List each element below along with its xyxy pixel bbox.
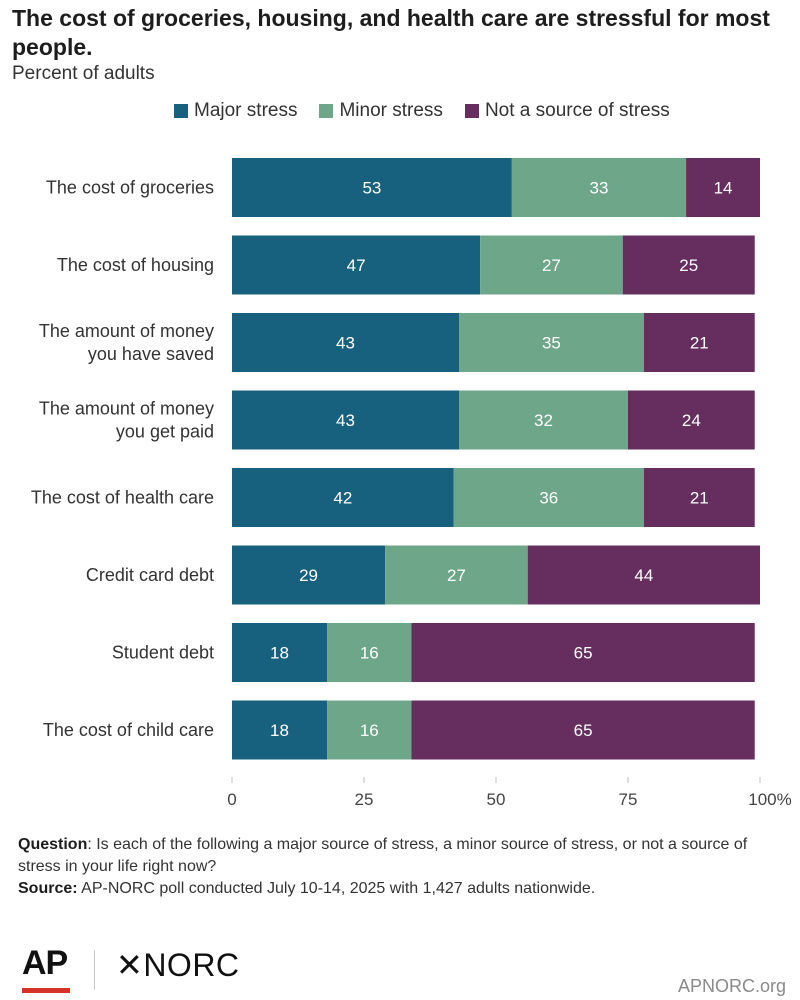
legend-swatch-major <box>174 104 188 118</box>
bar-the-amount-of-money-you-get-paid-major-stress <box>232 390 460 450</box>
footer-notes: Question: Is each of the following a maj… <box>18 834 788 900</box>
bar-student-debt-major-stress <box>232 623 328 682</box>
data-label-the-cost-of-health-care-not-a-source-of-stress: 21 <box>690 489 709 508</box>
chart-subtitle: Percent of adults <box>12 63 155 84</box>
data-label-student-debt-not-a-source-of-stress: 65 <box>574 644 593 663</box>
bar-the-cost-of-health-care-not-a-source-of-stress <box>643 468 755 527</box>
bar-the-cost-of-health-care-minor-stress <box>453 468 644 527</box>
question-note: Question: Is each of the following a maj… <box>18 834 788 878</box>
data-label-the-cost-of-housing-not-a-source-of-stress: 25 <box>679 256 698 275</box>
data-label-the-cost-of-child-care-not-a-source-of-stress: 65 <box>574 721 593 740</box>
category-label-the-cost-of-housing: The cost of housing <box>57 255 214 275</box>
bar-credit-card-debt-not-a-source-of-stress <box>527 545 760 605</box>
stacked-bar-chart: The cost of groceries 53 33 14 The cost of h… <box>31 158 792 809</box>
ap-logo-underline <box>22 988 70 993</box>
data-label-the-amount-of-money-you-get-paid-major-stress: 43 <box>336 411 355 430</box>
logo-divider <box>94 950 95 990</box>
category-label-credit-card-debt: Credit card debt <box>86 565 214 585</box>
norc-logo: ✕NORC <box>116 947 240 983</box>
category-label-the-cost-of-child-care: The cost of child care <box>43 720 214 740</box>
bar-the-cost-of-child-care-not-a-source-of-stress <box>411 700 755 760</box>
bar-the-amount-of-money-you-get-paid-minor-stress <box>459 390 628 450</box>
bar-the-cost-of-child-care-major-stress <box>232 700 328 760</box>
bar-the-cost-of-housing-not-a-source-of-stress <box>622 235 755 295</box>
bar-the-cost-of-groceries-minor-stress <box>511 158 687 217</box>
data-label-the-amount-of-money-you-get-paid-not-a-source-of-stress: 24 <box>682 411 701 430</box>
category-label-the-cost-of-groceries: The cost of groceries <box>46 178 214 198</box>
legend-item-major: Major stress <box>174 100 297 122</box>
data-label-the-cost-of-groceries-minor-stress: 33 <box>589 179 608 198</box>
x-tick-label-50: 50 <box>487 790 506 809</box>
data-label-student-debt-major-stress: 18 <box>270 644 289 663</box>
legend-label-minor: Minor stress <box>339 100 443 121</box>
bar-the-amount-of-money-you-get-paid-not-a-source-of-stress <box>628 390 755 450</box>
bar-credit-card-debt-major-stress <box>232 545 386 605</box>
bar-the-cost-of-child-care-minor-stress <box>327 700 412 760</box>
data-label-the-amount-of-money-you-have-saved-major-stress: 43 <box>336 334 355 353</box>
source-text: AP-NORC poll conducted July 10-14, 2025 … <box>77 880 596 897</box>
x-tick-label-100: 100% <box>748 790 791 809</box>
bar-the-cost-of-health-care-major-stress <box>232 468 454 527</box>
category-label-the-amount-of-money-you-have-saved-line2: you have saved <box>88 344 214 364</box>
chart-title: The cost of groceries, housing, and heal… <box>12 5 770 60</box>
data-label-the-cost-of-health-care-major-stress: 42 <box>333 489 352 508</box>
data-label-the-amount-of-money-you-get-paid-minor-stress: 32 <box>534 411 553 430</box>
category-label-student-debt: Student debt <box>112 643 214 663</box>
bar-the-cost-of-groceries-major-stress <box>232 158 512 217</box>
legend-label-not: Not a source of stress <box>484 100 670 121</box>
data-label-credit-card-debt-not-a-source-of-stress: 44 <box>634 566 653 585</box>
data-label-the-cost-of-groceries-major-stress: 53 <box>362 179 381 198</box>
legend-swatch-minor <box>319 104 334 118</box>
bar-the-cost-of-housing-minor-stress <box>480 235 623 295</box>
category-label-the-amount-of-money-you-get-paid-line1: The amount of money <box>39 399 214 419</box>
category-label-the-amount-of-money-you-get-paid-line2: you get paid <box>116 422 214 442</box>
data-label-credit-card-debt-major-stress: 29 <box>299 566 318 585</box>
bar-the-amount-of-money-you-have-saved-not-a-source-of-stress <box>643 313 755 372</box>
source-label: Source: <box>18 880 78 897</box>
question-text: : Is each of the following a major sourc… <box>18 836 748 875</box>
legend-swatch-not <box>464 104 479 118</box>
bar-the-cost-of-housing-major-stress <box>232 235 481 295</box>
ap-logo: AP <box>22 944 68 982</box>
data-label-the-cost-of-child-care-minor-stress: 16 <box>360 721 379 740</box>
bar-the-amount-of-money-you-have-saved-major-stress <box>232 313 460 372</box>
x-tick-label-0: 0 <box>227 790 236 809</box>
bar-student-debt-not-a-source-of-stress <box>411 623 755 682</box>
bar-student-debt-minor-stress <box>327 623 412 682</box>
question-label: Question <box>18 836 88 853</box>
x-tick-label-75: 75 <box>619 790 638 809</box>
bar-the-amount-of-money-you-have-saved-minor-stress <box>459 313 644 372</box>
legend-item-minor: Minor stress <box>319 100 443 122</box>
bar-credit-card-debt-minor-stress <box>385 545 528 605</box>
legend-item-not: Not a source of stress <box>464 100 670 122</box>
data-label-credit-card-debt-minor-stress: 27 <box>447 566 466 585</box>
legend-label-major: Major stress <box>194 100 298 121</box>
website-link[interactable]: APNORC.org <box>677 976 786 996</box>
data-label-student-debt-minor-stress: 16 <box>360 644 379 663</box>
category-label-the-amount-of-money-you-have-saved-line1: The amount of money <box>39 321 214 341</box>
data-label-the-cost-of-child-care-major-stress: 18 <box>270 721 289 740</box>
legend: Major stress Minor stress Not a source o… <box>0 100 800 122</box>
data-label-the-cost-of-housing-major-stress: 47 <box>347 256 366 275</box>
data-label-the-amount-of-money-you-have-saved-not-a-source-of-stress: 21 <box>690 334 709 353</box>
source-note: Source: AP-NORC poll conducted July 10-1… <box>18 878 788 900</box>
data-label-the-cost-of-housing-minor-stress: 27 <box>542 256 561 275</box>
data-label-the-amount-of-money-you-have-saved-minor-stress: 35 <box>542 334 561 353</box>
x-tick-label-25: 25 <box>355 790 374 809</box>
data-label-the-cost-of-health-care-minor-stress: 36 <box>539 489 558 508</box>
category-label-the-cost-of-health-care: The cost of health care <box>31 488 214 508</box>
bar-the-cost-of-groceries-not-a-source-of-stress <box>686 158 760 217</box>
data-label-the-cost-of-groceries-not-a-source-of-stress: 14 <box>714 179 733 198</box>
